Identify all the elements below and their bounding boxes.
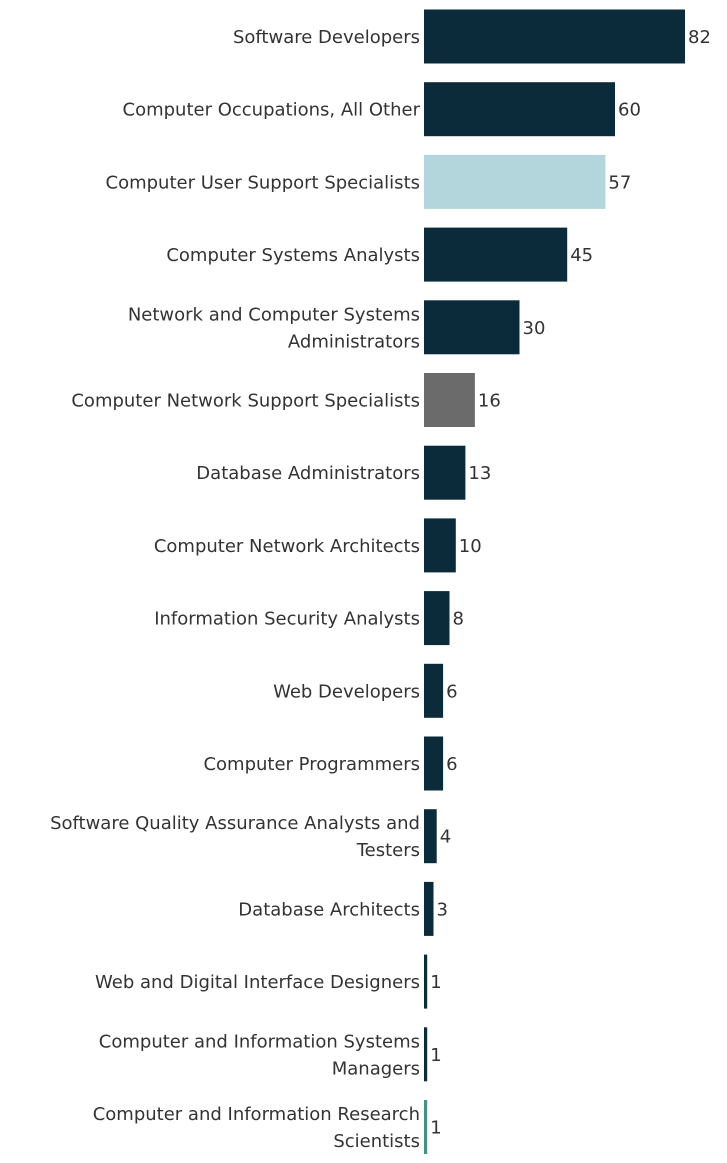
value-label-7: 10 xyxy=(459,536,482,557)
category-label-15-line-1: Scientists xyxy=(333,1131,420,1152)
value-label-10: 6 xyxy=(446,754,457,775)
category-label-10: Computer Programmers xyxy=(203,754,420,775)
category-label-14-line-1: Managers xyxy=(332,1058,420,1079)
category-label-6: Database Administrators xyxy=(196,463,420,484)
bar-10 xyxy=(424,736,444,791)
category-label-1: Computer Occupations, All Other xyxy=(123,100,421,121)
category-label-3: Computer Systems Analysts xyxy=(166,245,420,266)
value-label-5: 16 xyxy=(478,391,501,412)
value-label-15: 1 xyxy=(430,1118,441,1139)
bar-8 xyxy=(424,591,450,646)
bar-7 xyxy=(424,518,456,573)
category-label-15-line-0: Computer and Information Research xyxy=(93,1104,420,1125)
category-label-4-line-1: Administrators xyxy=(288,331,420,352)
value-label-14: 1 xyxy=(430,1045,441,1066)
category-label-8: Information Security Analysts xyxy=(154,609,420,630)
bar-13 xyxy=(424,954,428,1009)
category-label-0: Software Developers xyxy=(233,27,420,48)
value-label-4: 30 xyxy=(523,318,546,339)
bar-2 xyxy=(424,154,606,209)
category-label-5: Computer Network Support Specialists xyxy=(71,391,420,412)
bar-3 xyxy=(424,227,568,282)
bar-6 xyxy=(424,445,466,500)
bar-15 xyxy=(424,1100,428,1154)
category-label-11-line-1: Testers xyxy=(356,840,420,861)
value-label-11: 4 xyxy=(440,827,451,848)
value-label-2: 57 xyxy=(608,172,631,193)
bar-0 xyxy=(424,9,685,64)
bar-9 xyxy=(424,663,444,718)
value-label-0: 82 xyxy=(688,27,711,48)
bar-14 xyxy=(424,1027,428,1082)
value-label-13: 1 xyxy=(430,972,441,993)
category-label-14-line-0: Computer and Information Systems xyxy=(99,1031,420,1052)
bar-5 xyxy=(424,373,475,427)
category-label-7: Computer Network Architects xyxy=(154,536,420,557)
category-label-11-line-0: Software Quality Assurance Analysts and xyxy=(50,813,420,834)
bar-12 xyxy=(424,881,434,936)
category-label-2: Computer User Support Specialists xyxy=(106,172,421,193)
category-label-9: Web Developers xyxy=(273,681,420,702)
value-label-9: 6 xyxy=(446,681,457,702)
value-label-1: 60 xyxy=(618,100,641,121)
value-label-8: 8 xyxy=(453,609,464,630)
category-label-12: Database Architects xyxy=(238,899,420,920)
value-label-12: 3 xyxy=(437,899,448,920)
value-label-3: 45 xyxy=(570,245,593,266)
category-label-4-line-0: Network and Computer Systems xyxy=(128,304,420,325)
category-label-13: Web and Digital Interface Designers xyxy=(95,972,420,993)
value-label-6: 13 xyxy=(468,463,491,484)
bar-1 xyxy=(424,82,615,137)
bar-4 xyxy=(424,300,520,355)
bar-11 xyxy=(424,809,437,864)
